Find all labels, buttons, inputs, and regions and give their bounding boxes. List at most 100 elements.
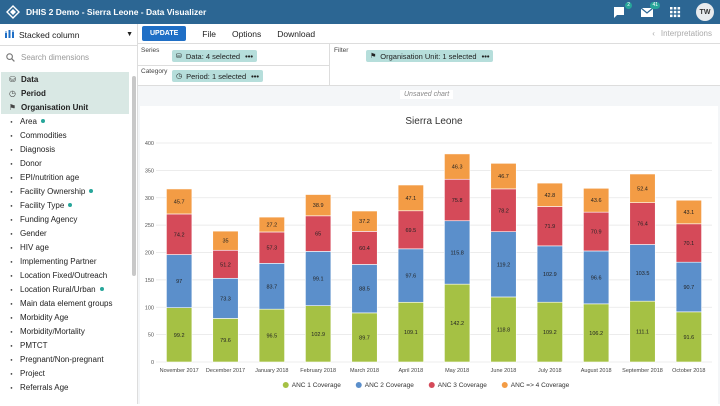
legend-label: ANC 3 Coverage [438,382,488,389]
data-label: 118.8 [497,327,510,333]
data-label: 57.3 [266,246,277,252]
dimension-item[interactable]: ● Location Fixed/Outreach [0,268,130,282]
dimension-item[interactable]: ● Pregnant/Non-pregnant [0,352,130,366]
bullet-icon: ● [10,174,13,180]
options-menu[interactable]: Options [231,28,262,39]
orgunit-icon: ⚑ [8,102,17,112]
category-chip-period[interactable]: ◷ Period: 1 selected ••• [172,70,264,82]
dimension-label: HIV age [20,242,49,252]
data-label: 78.2 [498,208,509,214]
dimension-item[interactable]: ◷ Period [1,86,129,100]
data-label: 70.9 [591,230,602,236]
dhis2-logo[interactable] [6,5,20,19]
x-tick-label: July 2018 [538,368,562,374]
apps-grid-icon[interactable] [668,5,682,19]
bullet-icon: ● [10,230,13,236]
mail-badge: 41 [650,2,660,9]
more-icon[interactable]: ••• [481,51,490,61]
dimension-item[interactable]: ● Project [0,366,130,380]
dimension-item[interactable]: ● Commodities [0,128,130,142]
dimension-item[interactable]: ● Facility Ownership [0,184,130,198]
dimension-item[interactable]: ● Referrals Age [0,380,130,394]
user-avatar[interactable]: TW [696,3,714,21]
dimension-item[interactable]: ● Implementing Partner [0,254,130,268]
dimension-item[interactable]: ● PMTCT [0,338,130,352]
data-label: 96.5 [266,334,277,340]
data-label: 73.3 [220,296,231,302]
messages-icon[interactable]: 2 [612,2,632,19]
menu-bar: UPDATE File Options Download ‹ Interpret… [138,24,720,44]
dimension-item[interactable]: ● Morbidity Age [0,310,130,324]
data-label: 70.1 [683,241,694,247]
dimension-label: Period [21,88,46,98]
mail-icon[interactable]: 41 [640,2,660,19]
data-label: 42.8 [544,193,555,199]
y-tick-label: 200 [145,251,154,257]
category-axis-label: Category [141,68,168,75]
bullet-icon: ● [10,286,13,292]
more-icon[interactable]: ••• [251,71,260,81]
legend-marker [282,382,289,388]
y-tick-label: 400 [145,141,154,147]
interpretations-toggle[interactable]: ‹ Interpretations [652,29,712,38]
dimension-item[interactable]: ⚑ Organisation Unit [1,100,129,114]
dimension-item[interactable]: ● HIV age [0,240,130,254]
update-button[interactable]: UPDATE [142,26,187,41]
data-label: 96.6 [591,275,602,281]
data-label: 83.7 [266,284,277,290]
filter-chip-label: Organisation Unit: 1 selected [380,51,477,61]
data-label: 79.6 [220,338,231,344]
dimension-item[interactable]: ● Donor [0,156,130,170]
x-tick-label: November 2017 [160,368,199,374]
dimension-item[interactable]: ● Morbidity/Mortality [0,324,130,338]
data-label: 47.1 [405,196,416,202]
bar-segment [629,173,656,203]
dimension-item[interactable]: ● Location Rural/Urban [0,282,130,296]
left-panel: Stacked column ▼ Search dimensions ⛁ Data… [0,24,138,404]
bar-segment [629,202,656,245]
dimension-label: Area [20,116,37,126]
bar-segment [258,263,285,310]
dimension-item[interactable]: ⛁ Data [1,72,129,86]
x-tick-label: December 2017 [206,368,245,374]
dimension-label: Pregnant/Non-pregnant [20,354,104,364]
dimension-item[interactable]: ● Gender [0,226,130,240]
dimension-item[interactable]: ● Funding Agency [0,212,130,226]
dimension-label: Location Rural/Urban [20,284,96,294]
more-icon[interactable]: ••• [245,51,253,61]
bar-segment [536,206,563,247]
visualization-type-select[interactable]: Stacked column ▼ [0,24,137,46]
data-label: 52.4 [637,186,648,192]
filter-chip-orgunit[interactable]: ⚑ Organisation Unit: 1 selected ••• [366,50,494,62]
bar-segment [444,220,471,285]
layout-area: Series Category Filter ⛁ Data: 4 selecte… [138,44,720,86]
dimension-item[interactable]: ● Diagnosis [0,142,130,156]
series-chip-data[interactable]: ⛁ Data: 4 selected ••• [172,50,257,62]
x-tick-label: May 2018 [445,368,469,374]
bullet-icon: ● [10,300,13,306]
dimension-item[interactable]: ● Facility Type [0,198,130,212]
dimension-search[interactable]: Search dimensions [0,46,137,68]
bullet-icon: ● [10,118,13,124]
dimension-scrollbar[interactable] [132,76,136,276]
data-label: 37.2 [359,219,370,225]
legend-label: ANC => 4 Coverage [511,382,570,389]
dimension-indicator-dot [40,119,45,123]
data-label: 65 [315,232,321,238]
chevron-left-icon: ‹ [652,29,655,38]
download-menu[interactable]: Download [277,28,316,39]
search-input[interactable]: Search dimensions [21,52,90,62]
file-menu[interactable]: File [202,28,216,39]
bar-segment [583,303,610,363]
dimension-item[interactable]: ● Main data element groups [0,296,130,310]
bar-segment [351,264,378,314]
dimension-item[interactable]: ● Area [0,114,130,128]
top-bar: DHIS 2 Demo - Sierra Leone - Data Visual… [0,0,720,24]
data-label: 99.1 [313,277,324,283]
dimension-item[interactable]: ● EPI/nutrition age [0,170,130,184]
bullet-icon: ● [10,146,13,152]
legend-marker [501,382,508,388]
search-icon [6,52,15,62]
x-tick-label: March 2018 [350,368,379,374]
messages-badge: 2 [625,2,632,9]
